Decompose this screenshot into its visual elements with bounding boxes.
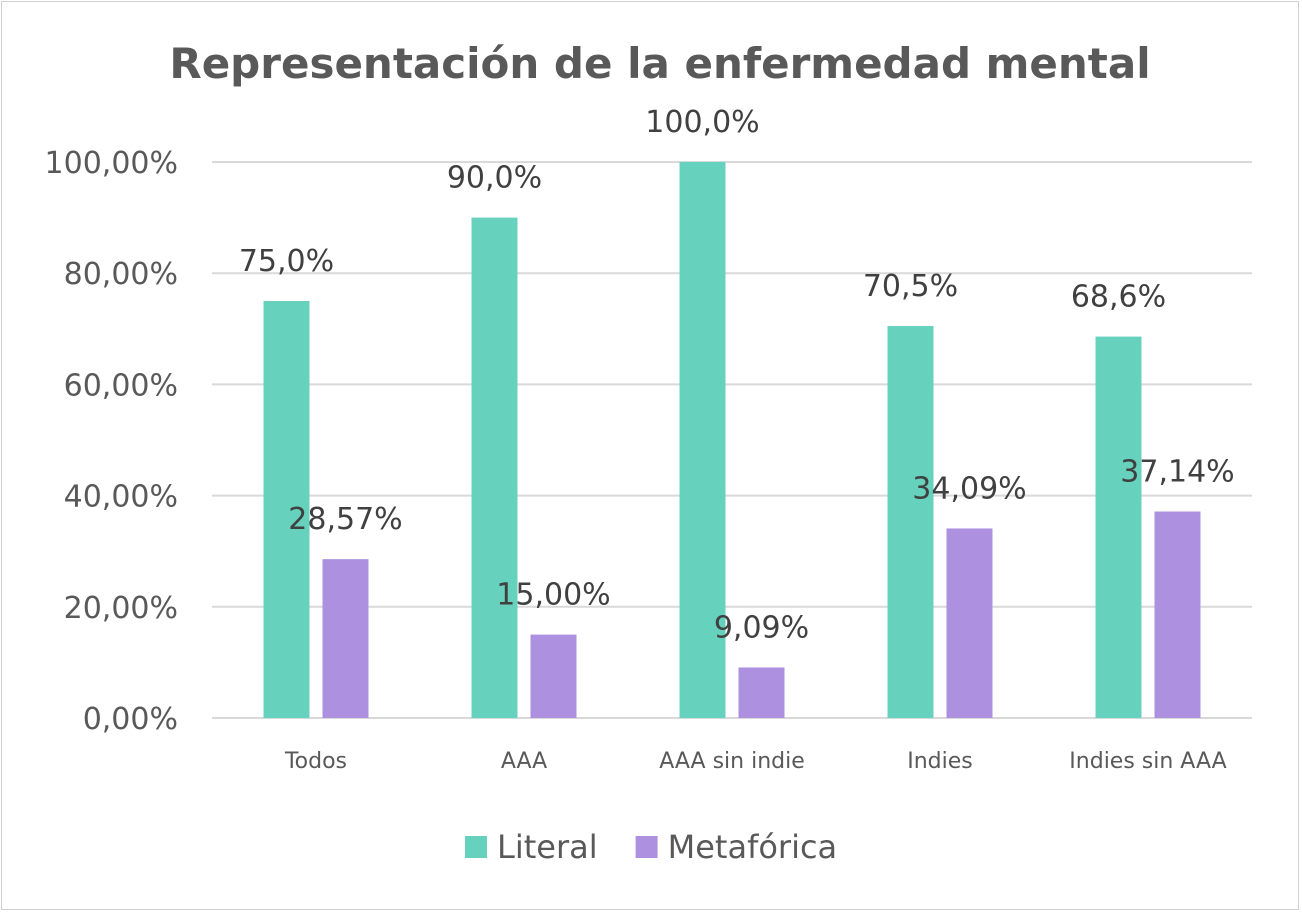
data-label-literal-4: 68,6%: [1071, 280, 1166, 315]
legend-swatch-metafórica: [635, 836, 658, 858]
legend-label-metafórica: Metafórica: [668, 828, 838, 866]
bar-metafórica-3: [946, 528, 993, 718]
bar-metafórica-1: [530, 634, 577, 718]
bar-metafórica-4: [1154, 511, 1201, 718]
y-axis-tick-labels: 0,00% 20,00% 40,00% 60,00% 80,00% 100,00%: [45, 146, 178, 737]
y-tick-label-1: 20,00%: [64, 591, 178, 626]
bar-literal-4: [1095, 336, 1142, 718]
data-label-metafórica-1: 15,00%: [496, 578, 610, 613]
data-label-literal-1: 90,0%: [447, 161, 542, 196]
data-label-literal-3: 70,5%: [863, 269, 958, 304]
data-label-literal-2: 100,0%: [645, 105, 759, 140]
legend-label-literal: Literal: [497, 828, 598, 866]
x-tick-label-2: AAA sin indie: [659, 749, 805, 774]
x-tick-label-3: Indies: [907, 749, 973, 774]
x-tick-label-4: Indies sin AAA: [1069, 749, 1226, 774]
bar-literal-3: [887, 326, 934, 718]
data-label-metafórica-2: 9,09%: [714, 610, 809, 645]
data-label-metafórica-0: 28,57%: [288, 502, 402, 537]
bars: [263, 162, 1201, 718]
legend: Literal Metafórica: [465, 828, 837, 866]
bar-literal-2: [679, 162, 726, 718]
y-tick-label-0: 0,00%: [83, 702, 178, 737]
data-labels: 75,0% 28,57% 90,0% 15,00% 100,0% 9,09% 70,5% 34…: [239, 105, 1235, 645]
data-label-metafórica-4: 37,14%: [1120, 455, 1234, 490]
bar-literal-0: [263, 301, 310, 718]
x-axis-tick-labels: Todos AAA AAA sin indie Indies Indies sin AA…: [284, 749, 1227, 774]
y-tick-label-5: 100,00%: [45, 146, 178, 181]
chart-title: Representación de la enfermedad mental: [169, 39, 1150, 88]
y-tick-label-4: 80,00%: [64, 257, 178, 292]
data-label-metafórica-3: 34,09%: [912, 471, 1026, 506]
x-tick-label-0: Todos: [284, 749, 347, 774]
bar-metafórica-0: [322, 559, 369, 718]
gridlines: [212, 161, 1252, 719]
data-label-literal-0: 75,0%: [239, 244, 334, 279]
y-tick-label-3: 60,00%: [64, 368, 178, 403]
legend-swatch-literal: [465, 836, 487, 858]
bar-literal-1: [471, 217, 518, 718]
x-tick-label-1: AAA: [501, 749, 547, 774]
y-tick-label-2: 40,00%: [64, 480, 178, 515]
bar-metafórica-2: [738, 667, 785, 718]
